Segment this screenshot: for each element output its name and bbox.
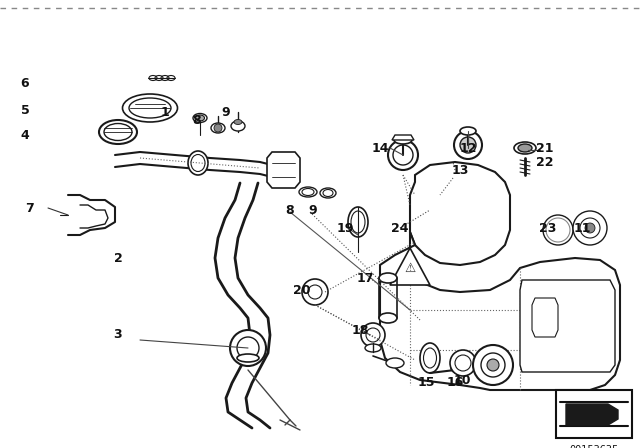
Ellipse shape: [514, 142, 536, 154]
Polygon shape: [380, 232, 620, 390]
Text: 14: 14: [371, 142, 388, 155]
Text: 19: 19: [336, 221, 354, 234]
Circle shape: [393, 145, 413, 165]
Text: 00153635: 00153635: [570, 445, 619, 448]
Ellipse shape: [129, 98, 171, 118]
Text: 4: 4: [20, 129, 29, 142]
Circle shape: [573, 211, 607, 245]
Text: 5: 5: [20, 103, 29, 116]
Text: 9: 9: [221, 105, 230, 119]
Ellipse shape: [195, 115, 205, 121]
Text: 8: 8: [193, 113, 202, 126]
Ellipse shape: [518, 144, 532, 152]
Polygon shape: [267, 152, 300, 188]
Ellipse shape: [193, 113, 207, 122]
Text: 2: 2: [114, 251, 122, 264]
Polygon shape: [390, 248, 430, 285]
Circle shape: [454, 131, 482, 159]
Ellipse shape: [188, 151, 208, 175]
Circle shape: [481, 353, 505, 377]
Polygon shape: [532, 298, 558, 337]
Text: 20: 20: [293, 284, 311, 297]
Polygon shape: [392, 135, 414, 140]
Circle shape: [237, 337, 259, 359]
Ellipse shape: [444, 168, 462, 175]
Circle shape: [549, 221, 567, 239]
Text: 9: 9: [308, 203, 317, 216]
Circle shape: [302, 279, 328, 305]
Text: ⚠: ⚠: [404, 262, 415, 275]
Text: 16: 16: [446, 375, 464, 388]
Text: 3: 3: [114, 328, 122, 341]
Ellipse shape: [211, 123, 225, 133]
Circle shape: [361, 323, 385, 347]
Circle shape: [585, 223, 595, 233]
Ellipse shape: [191, 155, 205, 172]
Text: 7: 7: [26, 202, 35, 215]
Text: 12: 12: [460, 142, 477, 155]
Circle shape: [388, 140, 418, 170]
Text: 10: 10: [453, 374, 471, 387]
Ellipse shape: [348, 207, 368, 237]
Ellipse shape: [299, 187, 317, 197]
Ellipse shape: [351, 211, 365, 233]
Text: 6: 6: [20, 77, 29, 90]
Text: 15: 15: [417, 375, 435, 388]
Ellipse shape: [439, 166, 467, 176]
Circle shape: [308, 285, 322, 299]
Text: 21: 21: [536, 142, 554, 155]
Circle shape: [580, 218, 600, 238]
Text: 18: 18: [351, 323, 369, 336]
Polygon shape: [556, 390, 632, 438]
Circle shape: [460, 137, 476, 153]
Circle shape: [473, 345, 513, 385]
Ellipse shape: [386, 358, 404, 368]
Circle shape: [543, 215, 573, 245]
Ellipse shape: [420, 343, 440, 373]
Circle shape: [487, 359, 499, 371]
Text: 22: 22: [536, 155, 554, 168]
Ellipse shape: [302, 189, 314, 195]
Circle shape: [546, 218, 570, 242]
Text: 23: 23: [540, 221, 557, 234]
Ellipse shape: [320, 188, 336, 198]
Ellipse shape: [234, 120, 242, 125]
Text: 24: 24: [391, 221, 409, 234]
Text: 17: 17: [356, 271, 374, 284]
Circle shape: [230, 330, 266, 366]
Polygon shape: [520, 280, 615, 372]
Ellipse shape: [323, 190, 333, 197]
Ellipse shape: [379, 273, 397, 283]
Ellipse shape: [451, 362, 473, 374]
Ellipse shape: [99, 120, 137, 144]
Circle shape: [366, 328, 380, 342]
Polygon shape: [410, 162, 510, 265]
Text: 8: 8: [285, 203, 294, 216]
Ellipse shape: [104, 124, 132, 141]
Ellipse shape: [231, 121, 245, 131]
Ellipse shape: [394, 136, 412, 144]
Ellipse shape: [122, 94, 177, 122]
Ellipse shape: [460, 127, 476, 135]
Circle shape: [450, 350, 476, 376]
Text: 11: 11: [573, 221, 591, 234]
Ellipse shape: [424, 348, 436, 368]
Ellipse shape: [379, 313, 397, 323]
Ellipse shape: [237, 354, 259, 362]
Circle shape: [214, 124, 222, 132]
Circle shape: [455, 355, 471, 371]
Polygon shape: [566, 404, 618, 425]
Text: 13: 13: [451, 164, 468, 177]
Text: 1: 1: [161, 105, 170, 119]
Ellipse shape: [365, 344, 381, 352]
